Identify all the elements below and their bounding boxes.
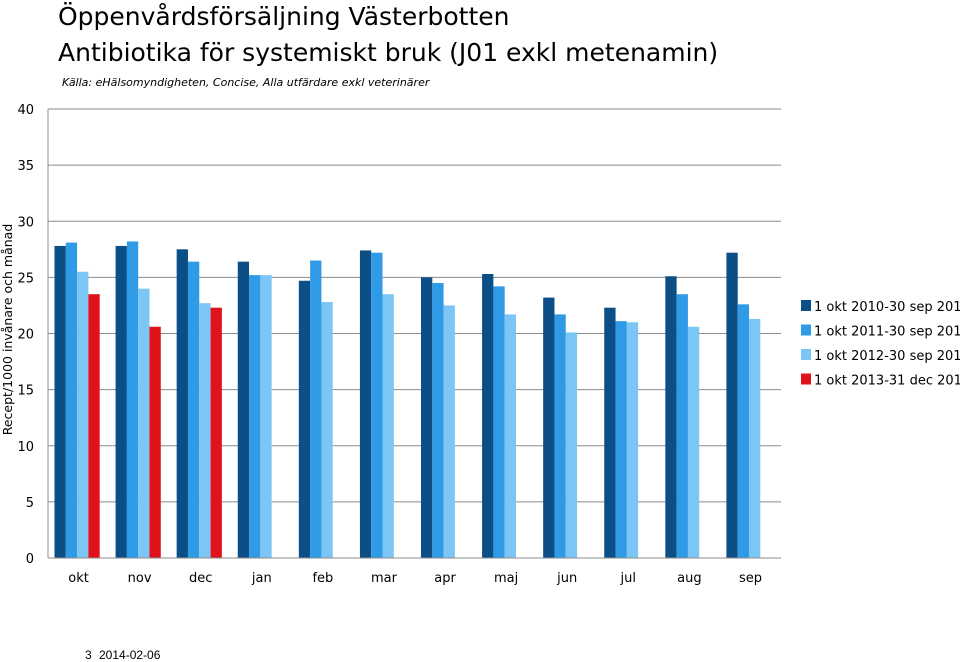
bar-nov-series-3: [138, 288, 150, 558]
legend-swatch: [801, 300, 811, 311]
chart-subtitle: Antibiotika för systemiskt bruk (J01 exk…: [58, 38, 719, 67]
bars: [54, 241, 761, 558]
bar-aug-series-2: [676, 294, 688, 558]
y-tick-label: 20: [17, 328, 34, 343]
x-tick-label: nov: [128, 571, 152, 586]
x-tick-label: mar: [371, 571, 398, 586]
legend-swatch: [801, 373, 811, 385]
x-tick-label: maj: [494, 571, 518, 586]
bar-nov-series-4: [149, 326, 161, 558]
bar-jan-series-2: [249, 275, 261, 558]
x-tick-label: apr: [434, 571, 456, 586]
x-tick-label: aug: [677, 571, 701, 586]
bar-mar-series-1: [359, 250, 372, 558]
bar-okt-series-1: [54, 245, 66, 558]
x-tick-label: okt: [68, 571, 89, 586]
axes: [47, 109, 781, 559]
bar-dec-series-1: [176, 249, 188, 558]
y-tick-label: 35: [17, 159, 34, 174]
bar-jul-series-2: [615, 321, 627, 558]
x-axis-ticks: okt nov dec jan feb mar apr maj jun jul aug sep: [68, 571, 762, 586]
bar-jun-series-1: [543, 297, 555, 558]
y-tick-label: 40: [17, 103, 34, 118]
y-tick-label: 10: [17, 440, 34, 455]
bar-maj-series-2: [493, 286, 505, 558]
bar-apr-series-3: [443, 305, 455, 558]
legend-swatch: [801, 324, 811, 336]
legend-entry: 1 okt 2013-31 dec 2013: [814, 374, 960, 389]
gridlines: [48, 108, 781, 503]
bar-maj-series-3: [504, 314, 516, 558]
bar-apr-series-2: [432, 282, 444, 558]
y-tick-label: 0: [26, 552, 34, 567]
y-tick-label: 30: [17, 215, 34, 230]
page-number: 3: [85, 648, 92, 662]
chart-title: Öppenvårdsförsäljning Västerbotten: [58, 2, 510, 31]
bar-maj-series-1: [482, 274, 494, 558]
bar-sep-series-3: [749, 318, 761, 558]
bar-okt-series-3: [77, 271, 89, 558]
bar-jan-series-3: [260, 275, 272, 558]
bar-mar-series-3: [382, 294, 394, 558]
bar-dec-series-3: [199, 303, 211, 558]
y-tick-label: 25: [17, 271, 34, 286]
x-tick-label: jul: [620, 571, 636, 586]
bar-jan-series-1: [237, 261, 250, 558]
bar-feb-series-2: [310, 260, 322, 558]
bar-dec-series-4: [210, 307, 222, 558]
legend-entry: 1 okt 2012-30 sep 2013: [814, 349, 960, 364]
x-tick-label: sep: [739, 571, 762, 586]
x-tick-label: feb: [312, 571, 333, 586]
x-tick-label: dec: [189, 571, 212, 586]
x-tick-label: jun: [556, 571, 577, 586]
y-axis-label: Recept/1000 invånare och månad: [0, 224, 15, 436]
bar-feb-series-1: [298, 280, 311, 558]
bar-jul-series-3: [626, 322, 639, 558]
bar-mar-series-2: [371, 252, 383, 558]
bar-okt-series-4: [88, 294, 100, 558]
bar-feb-series-3: [321, 302, 333, 558]
bar-sep-series-2: [737, 304, 750, 558]
legend: 1 okt 2010-30 sep 2011 1 okt 2011-30 sep …: [801, 300, 960, 389]
bar-aug-series-1: [665, 276, 677, 558]
y-axis-ticks: 0 5 10 15 20 25 30 35 40: [17, 103, 34, 567]
x-tick-label: jan: [251, 571, 272, 586]
bar-jul-series-1: [604, 307, 616, 558]
y-tick-label: 5: [26, 496, 34, 511]
footer-date: 2014-02-06: [99, 648, 161, 662]
bar-jun-series-2: [554, 314, 566, 558]
bar-aug-series-3: [687, 326, 700, 558]
y-tick-label: 15: [17, 384, 34, 399]
legend-entry: 1 okt 2011-30 sep 2012: [814, 325, 960, 340]
bar-nov-series-2: [126, 241, 139, 558]
chart-source-note: Källa: eHälsomyndigheten, Concise, Alla …: [62, 76, 430, 89]
bar-jun-series-3: [565, 332, 578, 558]
legend-entry: 1 okt 2010-30 sep 2011: [814, 300, 960, 315]
bar-dec-series-2: [187, 261, 200, 558]
bar-okt-series-2: [65, 242, 78, 558]
bar-apr-series-1: [421, 277, 433, 558]
bar-nov-series-1: [115, 245, 127, 558]
bar-sep-series-1: [726, 252, 738, 558]
legend-swatch: [801, 349, 811, 360]
